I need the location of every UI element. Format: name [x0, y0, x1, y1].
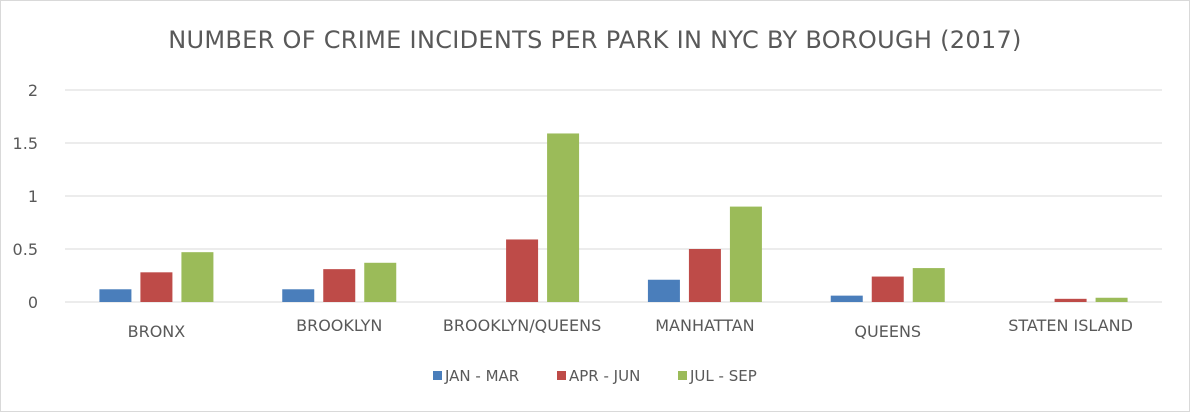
y-tick-label: 2 — [28, 81, 38, 100]
bar — [181, 252, 214, 302]
bar — [282, 289, 315, 302]
legend-swatch — [678, 371, 687, 380]
y-axis-ticks: 0 0.5 1 1.5 2 — [13, 81, 38, 312]
bar — [99, 289, 132, 302]
bars — [99, 133, 1128, 302]
bar — [1095, 297, 1128, 302]
y-tick-label: 1 — [28, 187, 38, 206]
bar — [688, 249, 721, 302]
gridlines — [65, 89, 1162, 303]
y-tick-label: 1.5 — [13, 134, 38, 153]
bar — [547, 133, 580, 302]
legend: JAN - MAR APR - JUN JUL - SEP — [433, 367, 757, 385]
bar — [140, 272, 173, 302]
legend-swatch — [433, 371, 442, 380]
legend-label: JAN - MAR — [444, 367, 519, 385]
bar — [506, 239, 539, 302]
bar — [830, 295, 863, 302]
bar — [912, 268, 945, 302]
bar — [871, 276, 904, 302]
legend-swatch — [557, 371, 566, 380]
y-tick-label: 0.5 — [13, 240, 38, 259]
x-category-label: BROOKLYN/QUEENS — [443, 316, 601, 335]
x-category-label: BROOKLYN — [296, 316, 382, 335]
x-category-label: MANHATTAN — [655, 316, 754, 335]
bar — [323, 269, 356, 302]
bar — [1054, 298, 1087, 302]
x-category-label: BRONX — [128, 322, 186, 341]
x-axis-labels: BRONX BROOKLYN BROOKLYN/QUEENS MANHATTAN QUE… — [128, 316, 1133, 341]
legend-label: APR - JUN — [569, 367, 640, 385]
bar — [729, 206, 762, 302]
x-category-label: STATEN ISLAND — [1008, 316, 1133, 335]
bar — [647, 279, 680, 302]
y-tick-label: 0 — [28, 293, 38, 312]
x-category-label: QUEENS — [854, 322, 921, 341]
chart-title: NUMBER OF CRIME INCIDENTS PER PARK IN NY… — [168, 26, 1022, 54]
legend-label: JUL - SEP — [689, 367, 757, 385]
bar — [364, 262, 397, 302]
